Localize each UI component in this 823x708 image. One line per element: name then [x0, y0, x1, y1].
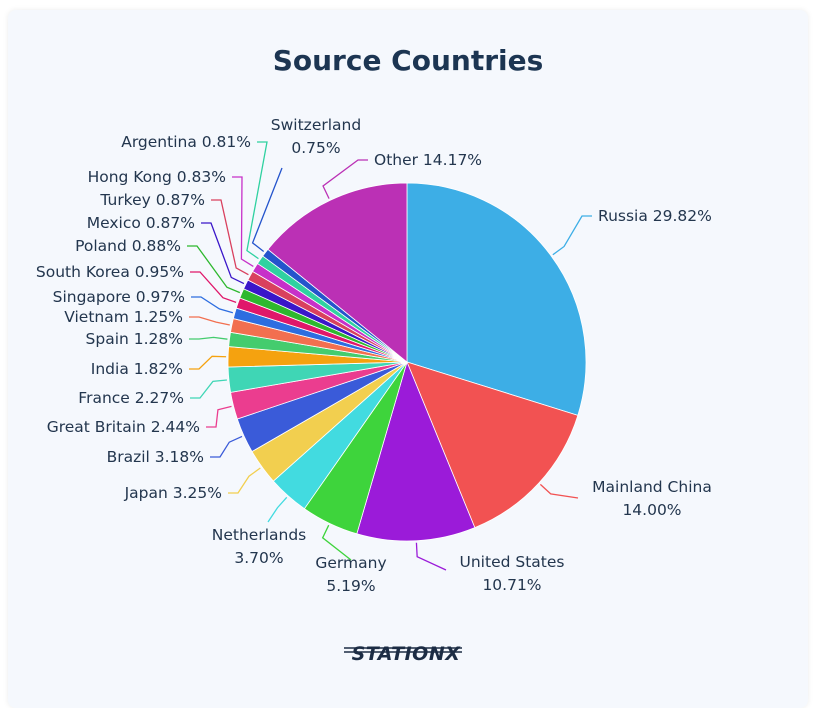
leader-line-spain — [189, 336, 228, 340]
leader-line-brazil — [210, 435, 243, 458]
slice-label-india: India 1.82% — [91, 360, 183, 378]
slice-label-spain: Spain 1.28% — [86, 330, 183, 348]
slice-label-switzerland: Switzerland 0.75% — [271, 116, 361, 157]
leader-line-hong-kong — [232, 176, 254, 267]
leader-line-turkey — [211, 199, 249, 276]
slice-label-south-korea: South Korea 0.95% — [36, 263, 184, 281]
leader-line-mainland-china — [539, 483, 579, 499]
slice-label-russia: Russia 29.82% — [598, 207, 712, 225]
slice-label-japan: Japan 3.25% — [124, 484, 222, 502]
leader-line-japan — [228, 467, 261, 494]
slice-label-united-states: United States 10.71% — [460, 553, 565, 594]
slice-label-other: Other 14.17% — [374, 151, 482, 169]
leader-line-russia — [552, 215, 592, 256]
leader-line-south-korea — [190, 271, 237, 303]
leader-line-great-britain — [206, 405, 232, 428]
leader-line-argentina — [246, 141, 268, 260]
leader-line-india — [189, 355, 227, 370]
slice-label-hong-kong: Hong Kong 0.83% — [88, 168, 226, 186]
leader-line-mexico — [201, 222, 245, 285]
leader-line-vietnam — [189, 316, 230, 326]
slice-label-turkey: Turkey 0.87% — [99, 191, 205, 209]
pie-slice-mainland-china — [406, 361, 579, 529]
slice-label-mainland-china: Mainland China 14.00% — [592, 478, 712, 519]
slice-label-singapore: Singapore 0.97% — [53, 288, 185, 306]
leader-line-netherlands — [267, 496, 288, 523]
leader-line-germany — [321, 524, 352, 561]
slice-label-great-britain: Great Britain 2.44% — [47, 418, 200, 436]
slice-label-mexico: Mexico 0.87% — [87, 214, 195, 232]
logo-text: STATIONX — [352, 643, 462, 665]
pie-slice-united-states — [356, 360, 476, 542]
slice-label-germany: Germany 5.19% — [315, 554, 386, 595]
leader-lines — [187, 141, 592, 571]
leader-line-united-states — [415, 542, 447, 571]
slice-label-netherlands: Netherlands 3.70% — [212, 526, 306, 567]
stationx-logo: STATIONX — [344, 643, 462, 665]
leader-line-singapore — [191, 296, 234, 314]
pie-slice-russia — [406, 182, 587, 416]
chart-title: Source Countries — [272, 44, 544, 77]
pie-slices — [227, 182, 587, 542]
slice-label-argentina: Argentina 0.81% — [121, 133, 251, 151]
leader-line-other — [322, 159, 368, 199]
slice-label-poland: Poland 0.88% — [75, 237, 181, 255]
leader-line-france — [190, 379, 227, 399]
slice-label-france: France 2.27% — [78, 389, 184, 407]
leader-line-poland — [187, 245, 241, 294]
pie-slice-other — [267, 182, 408, 363]
leader-line-switzerland — [251, 167, 283, 252]
slice-label-vietnam: Vietnam 1.25% — [64, 308, 183, 326]
slice-label-brazil: Brazil 3.18% — [107, 448, 204, 466]
slice-labels: Russia 29.82% Mainland China 14.00% United … — [36, 116, 712, 595]
